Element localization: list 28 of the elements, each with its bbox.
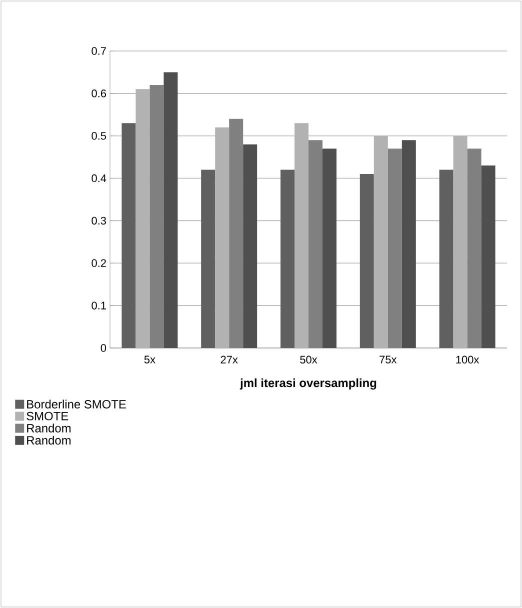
bar — [402, 140, 416, 348]
y-tick-label: 0.1 — [92, 302, 106, 310]
bar — [481, 166, 496, 348]
legend-label: Random — [27, 436, 71, 445]
x-tick-label: 75x — [380, 356, 397, 364]
bar — [322, 148, 336, 348]
legend-label: Random — [27, 424, 71, 432]
bar — [122, 123, 136, 348]
x-tick-label: 100x — [456, 356, 480, 364]
y-tick-label: 0.3 — [92, 216, 106, 225]
y-tick-label: 0 — [100, 344, 106, 352]
x-tick-label: 50x — [300, 356, 318, 364]
bar — [439, 170, 454, 348]
bar — [243, 144, 258, 348]
y-tick-label: 0.6 — [92, 90, 106, 98]
x-tick-label: 27x — [220, 356, 238, 364]
bar — [280, 170, 294, 348]
y-tick-label: 0.5 — [92, 132, 106, 140]
legend-label: Borderline SMOTE — [27, 400, 126, 408]
x-tick-label: 5x — [144, 356, 156, 364]
bar — [360, 174, 374, 348]
bar — [201, 170, 216, 348]
x-axis-title: jml iterasi oversampling — [240, 378, 376, 390]
y-tick-label: 0.2 — [92, 259, 106, 268]
y-tick-label: 0.7 — [92, 47, 106, 55]
y-tick-label: 0.4 — [92, 174, 106, 182]
bar — [164, 72, 178, 348]
legend-label: SMOTE — [26, 412, 68, 420]
